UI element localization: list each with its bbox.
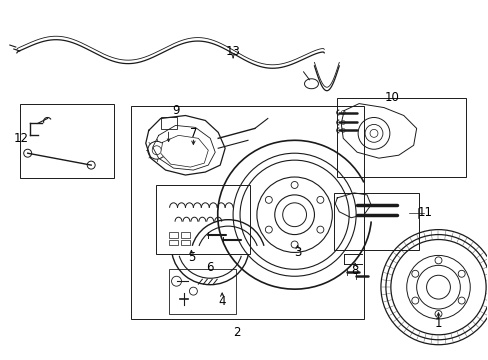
Text: 10: 10 [384,91,399,104]
Text: 9: 9 [171,104,179,117]
Bar [337,98,466,177]
Bar [168,231,177,238]
Text: 8: 8 [351,264,358,277]
Bar [168,269,236,314]
Bar [181,239,190,246]
Bar [131,105,364,319]
Text: 1: 1 [434,318,441,330]
Text: 4: 4 [218,294,225,307]
Bar [161,117,176,129]
Bar [181,231,190,238]
Text: 2: 2 [233,326,240,339]
Text: 6: 6 [206,261,214,274]
Text: 11: 11 [417,206,432,219]
Bar [168,239,177,246]
Text: 12: 12 [13,132,28,145]
Text: 3: 3 [293,246,301,259]
Text: 7: 7 [189,127,197,140]
Polygon shape [161,135,208,167]
Bar [155,185,249,255]
Bar [20,104,114,178]
Text: 5: 5 [187,251,195,264]
Bar [334,193,418,251]
Text: 13: 13 [225,45,240,58]
